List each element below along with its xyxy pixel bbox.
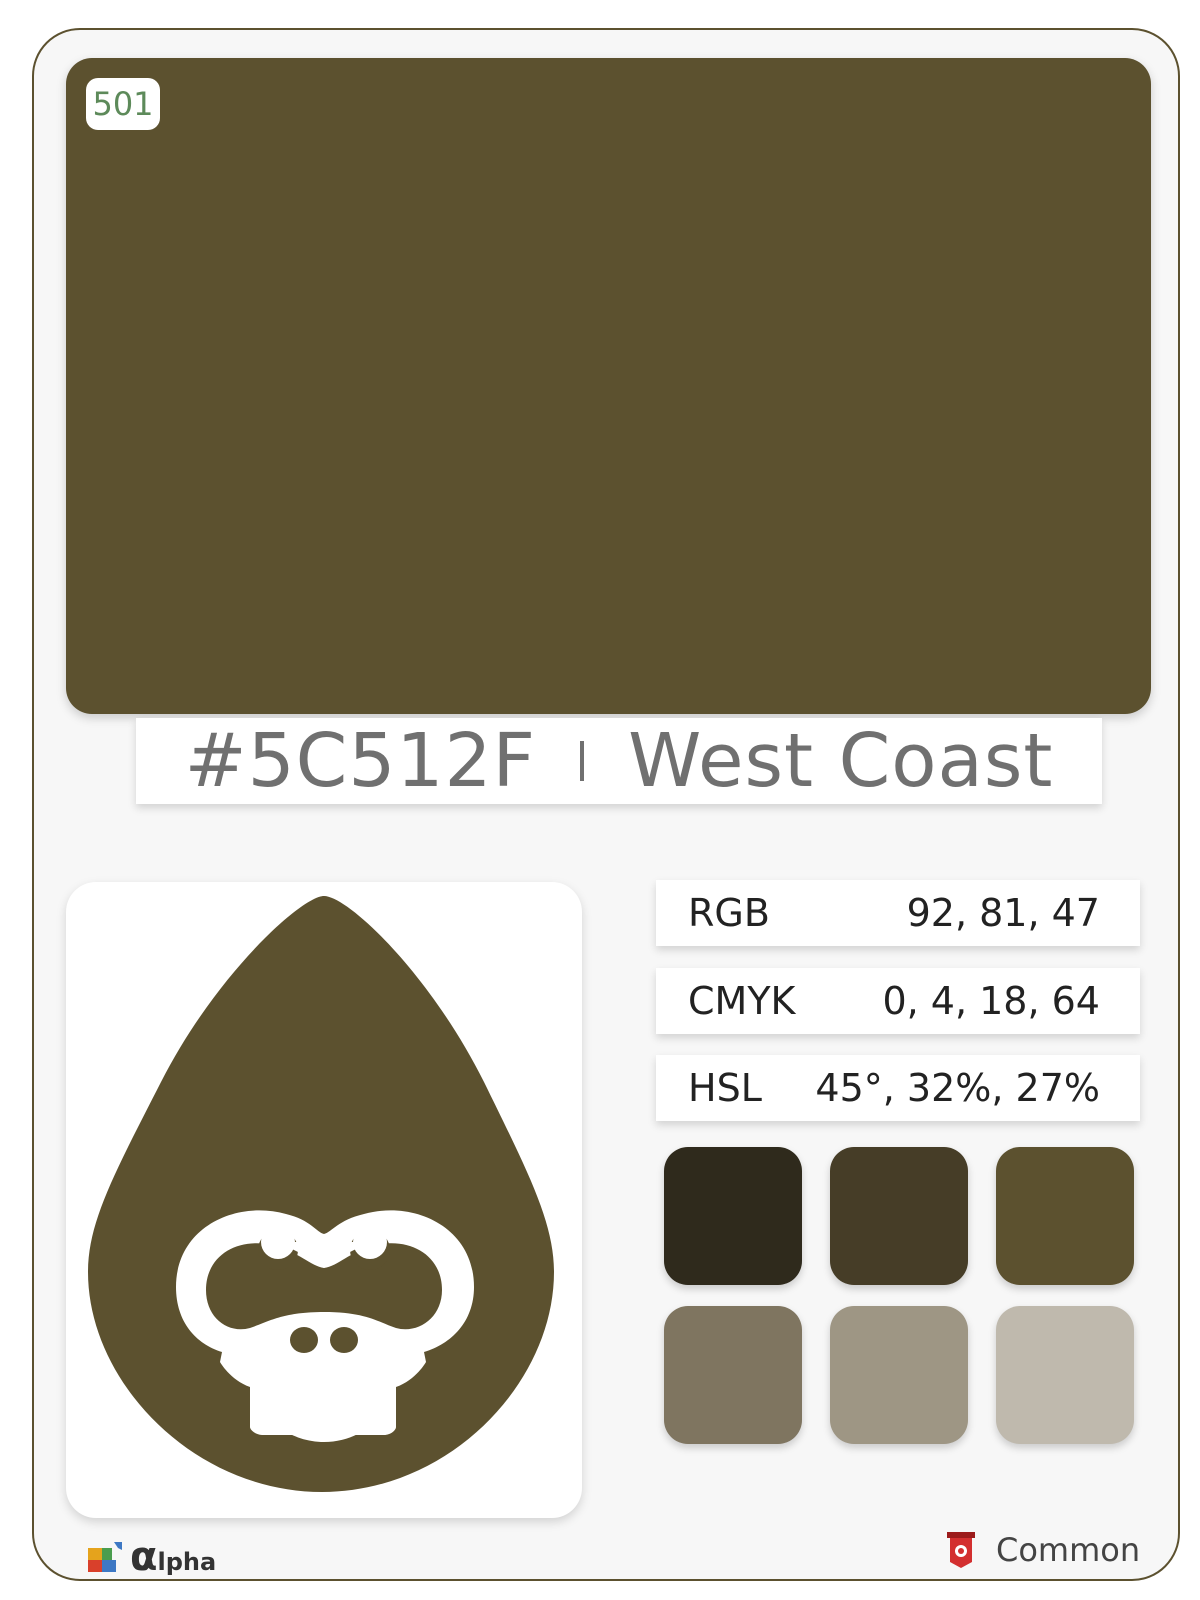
rgb-label: RGB	[688, 891, 770, 935]
hex-code: #5C512F	[184, 718, 537, 804]
rarity-text: Common	[996, 1531, 1141, 1569]
brand-logo: αlpha	[86, 1534, 216, 1580]
separator	[580, 741, 585, 781]
cmyk-value: 0, 4, 18, 64	[882, 979, 1100, 1023]
card-number-badge: 501	[86, 78, 160, 130]
swatch-6	[996, 1306, 1134, 1444]
puzzle-icon	[88, 1542, 122, 1572]
color-preview	[66, 58, 1151, 714]
cmyk-label: CMYK	[688, 979, 796, 1023]
icon-panel	[66, 882, 582, 1518]
swatch-1	[664, 1147, 802, 1285]
rarity-label: Common	[944, 1530, 1140, 1570]
hsl-value: 45°, 32%, 27%	[815, 1066, 1100, 1110]
brand-name: αlpha	[130, 1534, 217, 1580]
banner-icon	[947, 1532, 975, 1568]
hsl-row: HSL 45°, 32%, 27%	[656, 1055, 1140, 1121]
hsl-label: HSL	[688, 1066, 762, 1110]
swatch-3	[996, 1147, 1134, 1285]
color-name-bar: #5C512F West Coast	[136, 718, 1102, 804]
swatch-5	[830, 1306, 968, 1444]
swatch-2	[830, 1147, 968, 1285]
cmyk-row: CMYK 0, 4, 18, 64	[656, 968, 1140, 1034]
rgb-value: 92, 81, 47	[906, 891, 1100, 935]
gorilla-face-icon	[88, 896, 554, 1492]
swatch-4	[664, 1306, 802, 1444]
color-name: West Coast	[628, 718, 1054, 804]
rgb-row: RGB 92, 81, 47	[656, 880, 1140, 946]
